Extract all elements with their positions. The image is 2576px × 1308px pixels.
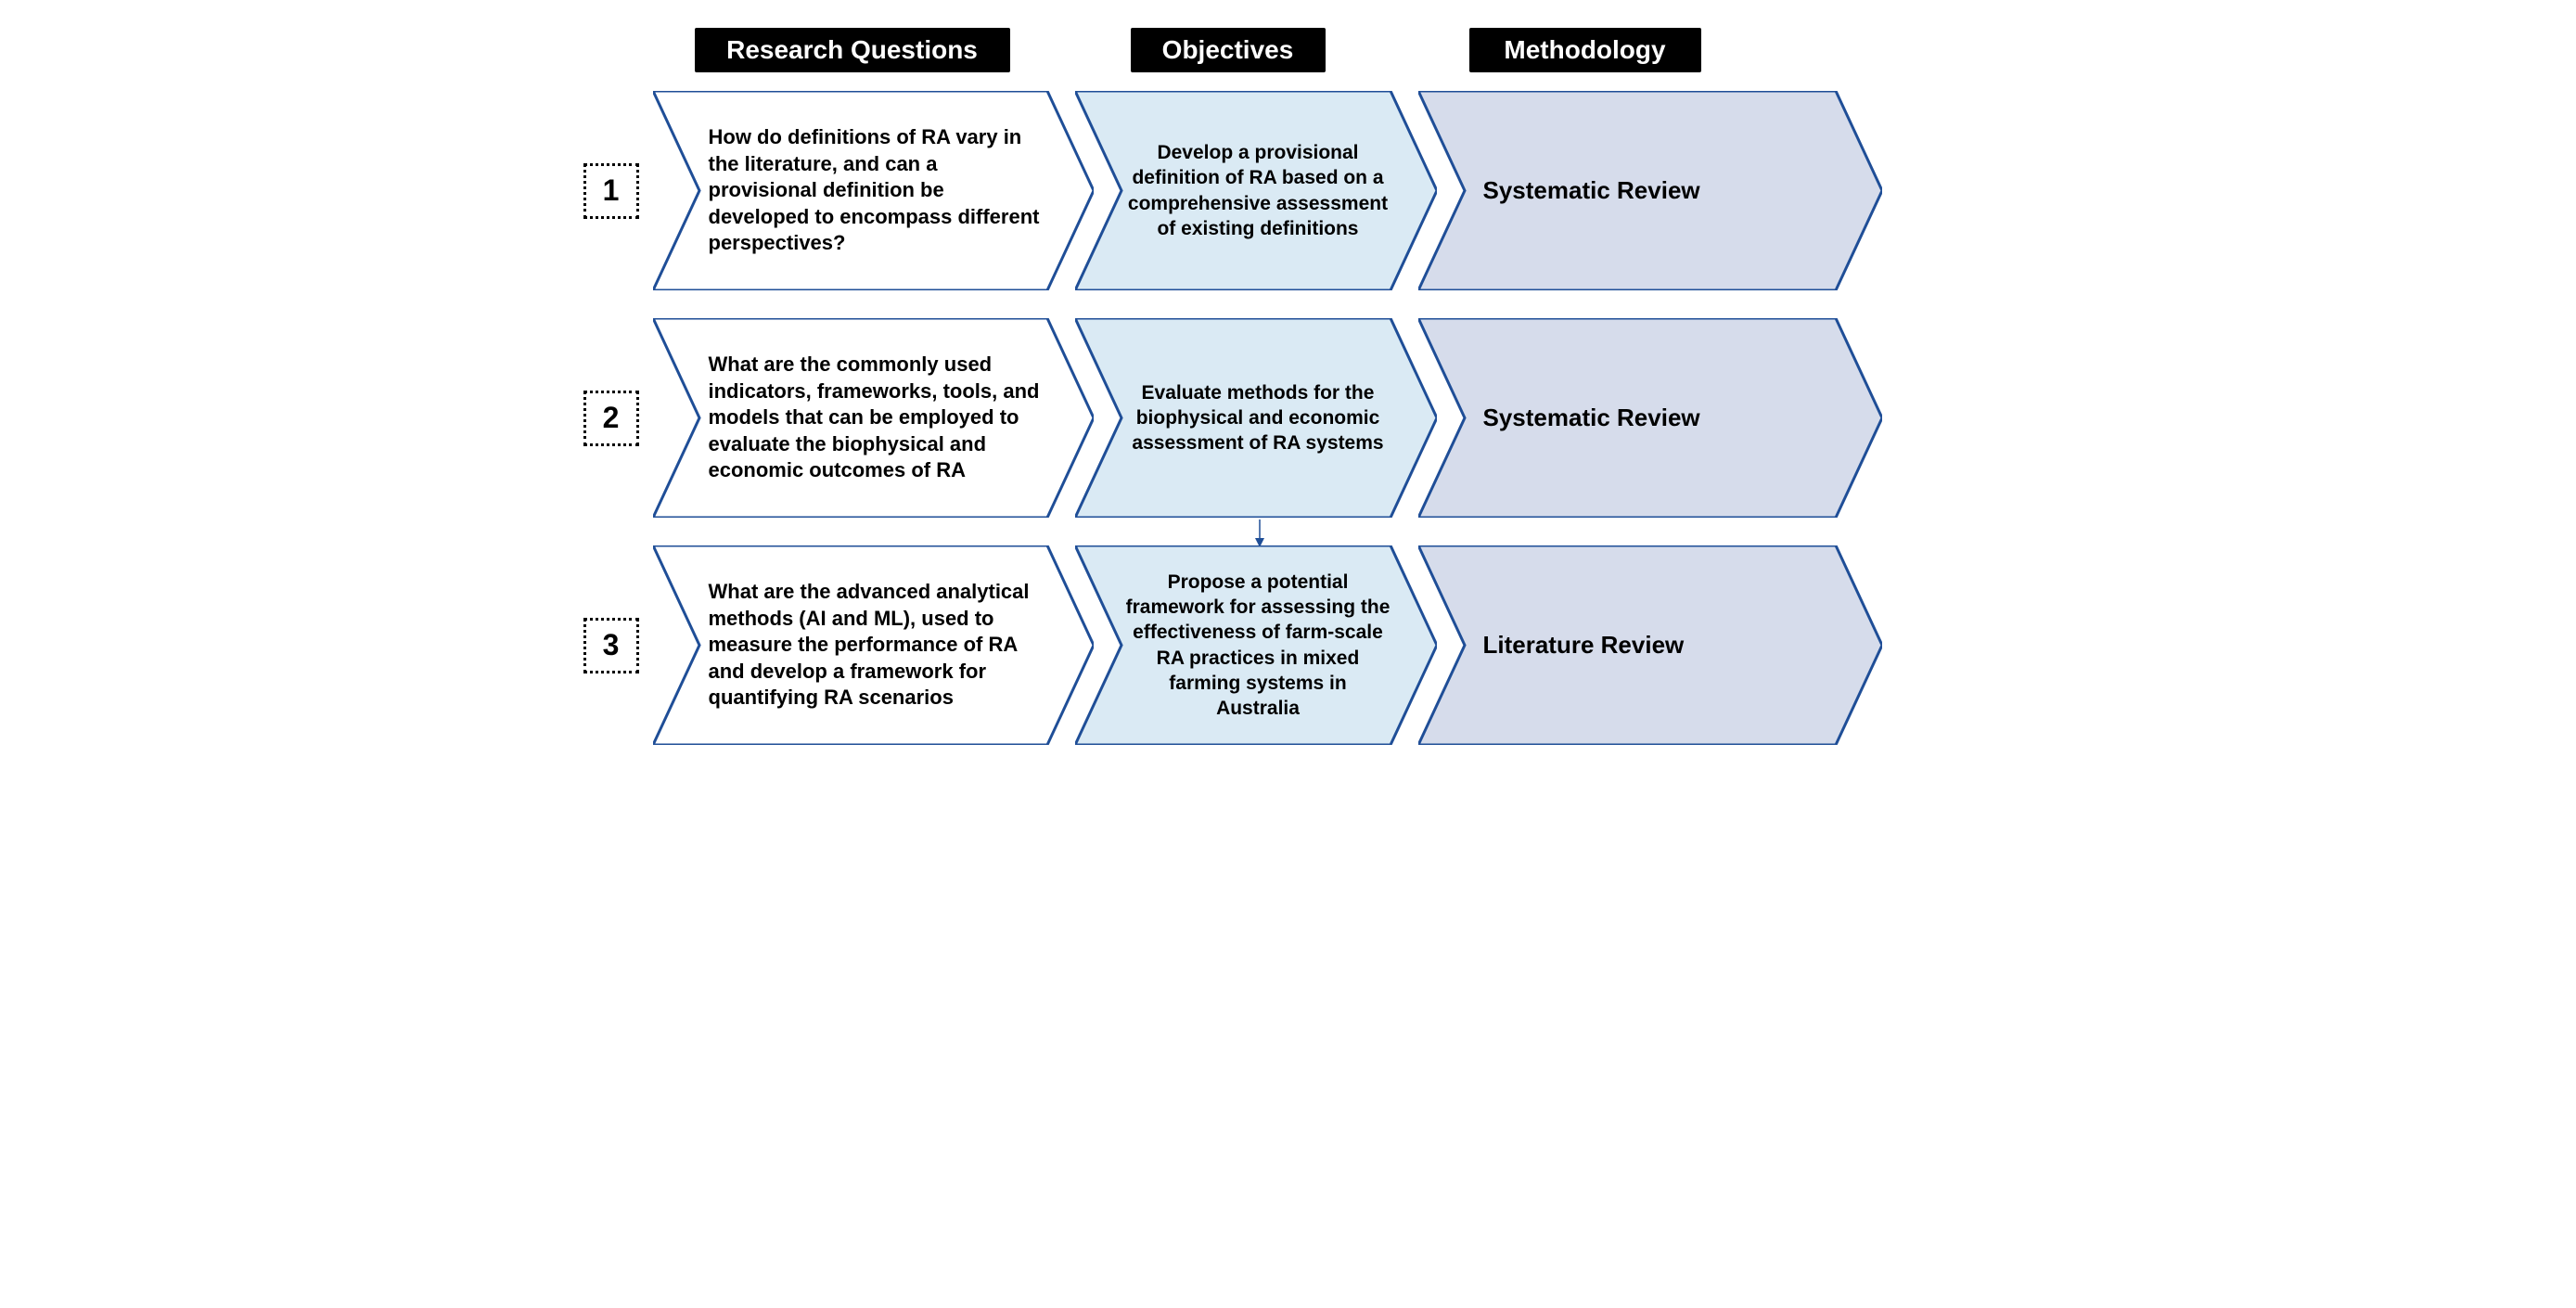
rq-chevron-2: What are the commonly used indicators, f…	[653, 318, 1094, 518]
obj-text-1: Develop a provisional definition of RA b…	[1075, 140, 1437, 241]
meth-text-1: Systematic Review	[1418, 175, 1747, 207]
meth-chevron-3: Literature Review	[1418, 545, 1882, 745]
meth-chevron-2: Systematic Review	[1418, 318, 1882, 518]
column-headers: Research Questions Objectives Methodolog…	[658, 28, 1993, 72]
rq-text-1: How do definitions of RA vary in the lit…	[653, 124, 1094, 257]
obj-chevron-3: Propose a potential framework for assess…	[1075, 545, 1437, 745]
obj-chevron-2: Evaluate methods for the biophysical and…	[1075, 318, 1437, 518]
obj-chevron-1: Develop a provisional definition of RA b…	[1075, 91, 1437, 290]
header-objectives: Objectives	[1131, 28, 1326, 72]
rq-chevron-3: What are the advanced analytical methods…	[653, 545, 1094, 745]
flow-row-2: 2 What are the commonly used indicators,…	[583, 318, 1993, 518]
meth-chevron-1: Systematic Review	[1418, 91, 1882, 290]
row-number-1: 1	[583, 163, 639, 219]
flow-row-3: 3 What are the advanced analytical metho…	[583, 545, 1993, 745]
obj-text-3: Propose a potential framework for assess…	[1075, 570, 1437, 722]
rq-chevron-1: How do definitions of RA vary in the lit…	[653, 91, 1094, 290]
obj-text-2: Evaluate methods for the biophysical and…	[1075, 380, 1437, 456]
row-number-3: 3	[583, 618, 639, 673]
meth-text-3: Literature Review	[1418, 630, 1731, 661]
row-number-2: 2	[583, 391, 639, 446]
header-methodology: Methodology	[1469, 28, 1701, 72]
flowchart-diagram: Research Questions Objectives Methodolog…	[583, 28, 1993, 745]
meth-text-2: Systematic Review	[1418, 403, 1747, 434]
header-research-questions: Research Questions	[695, 28, 1010, 72]
flow-row-1: 1 How do definitions of RA vary in the l…	[583, 91, 1993, 290]
rq-text-3: What are the advanced analytical methods…	[653, 579, 1094, 712]
rq-text-2: What are the commonly used indicators, f…	[653, 352, 1094, 484]
connector-arrow-icon	[1259, 519, 1261, 544]
